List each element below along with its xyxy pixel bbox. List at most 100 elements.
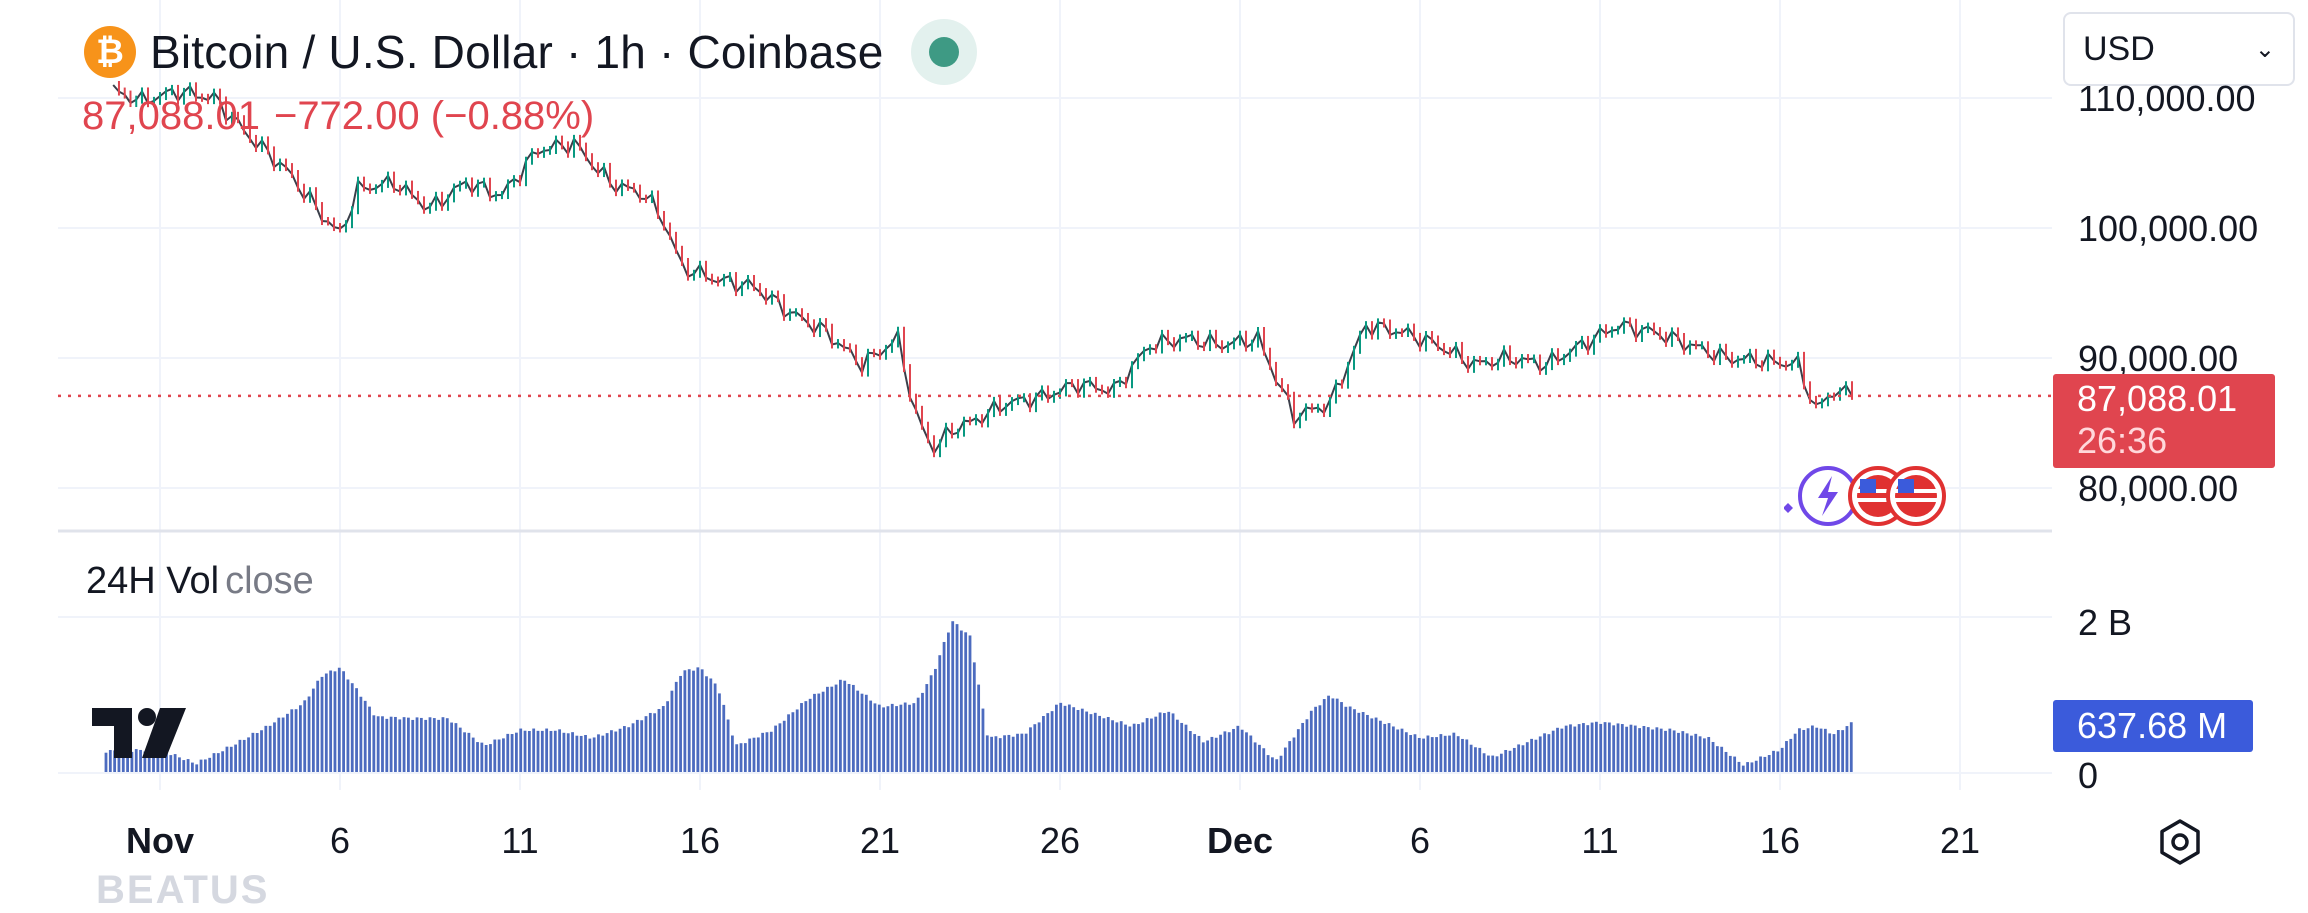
volume-bar bbox=[1595, 721, 1598, 773]
volume-bar bbox=[1353, 709, 1356, 773]
volume-bar bbox=[614, 731, 618, 773]
volume-bar bbox=[398, 719, 402, 773]
volume-bar bbox=[1180, 722, 1184, 773]
volume-bar bbox=[1599, 723, 1603, 773]
volume-bar bbox=[1672, 730, 1676, 773]
volume-bar bbox=[1020, 733, 1024, 773]
volume-bar bbox=[752, 737, 756, 773]
volume-bar bbox=[1080, 708, 1084, 773]
volume-bar bbox=[1491, 755, 1495, 773]
us-flag-event-icon[interactable] bbox=[1886, 466, 1946, 526]
volume-bar bbox=[121, 749, 125, 773]
volume-bar bbox=[826, 686, 829, 773]
volume-bar bbox=[851, 684, 855, 773]
volume-bar bbox=[1115, 722, 1119, 773]
volume-bar bbox=[1111, 720, 1114, 773]
volume-bar bbox=[169, 755, 173, 773]
volume-bar bbox=[1167, 711, 1171, 773]
volume-bar bbox=[1150, 718, 1153, 773]
volume-bar bbox=[1318, 705, 1322, 773]
volume-bar bbox=[873, 703, 877, 773]
time-axis-label: 16 bbox=[1759, 820, 1801, 861]
volume-bar bbox=[644, 716, 648, 773]
volume-bar bbox=[618, 728, 622, 773]
volume-bar bbox=[1448, 735, 1451, 773]
volume-bar bbox=[1612, 725, 1616, 773]
volume-bar bbox=[1003, 735, 1006, 773]
volume-bar bbox=[743, 743, 747, 773]
volume-bar bbox=[1547, 734, 1551, 773]
volume-bar bbox=[264, 725, 268, 773]
volume-bar bbox=[311, 688, 315, 773]
volume-bar bbox=[1132, 723, 1136, 773]
volume-bar bbox=[718, 693, 721, 773]
time-axis-label: 21 bbox=[859, 820, 901, 861]
volume-bar bbox=[1668, 728, 1672, 773]
volume-series bbox=[104, 621, 1853, 773]
volume-bar bbox=[368, 706, 371, 773]
volume-bar bbox=[1322, 699, 1326, 773]
volume-bar bbox=[476, 742, 479, 773]
volume-bar bbox=[324, 673, 328, 773]
sparkle-icon bbox=[1784, 503, 1793, 513]
volume-bar bbox=[687, 669, 691, 773]
volume-bar bbox=[1236, 725, 1240, 773]
settings-icon[interactable] bbox=[2156, 818, 2204, 866]
volume-bar bbox=[290, 709, 294, 773]
volume-bar bbox=[627, 727, 631, 773]
currency-select[interactable]: USD ⌄ bbox=[2063, 12, 2295, 86]
volume-bar bbox=[1543, 733, 1546, 773]
volume-bar bbox=[342, 671, 345, 773]
economic-events-icons[interactable] bbox=[1784, 458, 1954, 534]
volume-bar bbox=[415, 717, 419, 773]
volume-bar bbox=[1348, 706, 1352, 773]
volume-bar bbox=[1193, 734, 1197, 773]
tradingview-logo-icon[interactable] bbox=[92, 708, 186, 758]
volume-bar bbox=[519, 728, 523, 773]
time-axis-label: 26 bbox=[1039, 820, 1081, 861]
volume-bar bbox=[329, 670, 333, 773]
volume-bar bbox=[216, 753, 220, 773]
market-status-icon[interactable] bbox=[911, 19, 978, 85]
volume-bar bbox=[834, 684, 838, 773]
volume-bar bbox=[147, 748, 151, 773]
volume-bar bbox=[1098, 715, 1101, 773]
price-axis-label: 100,000.00 bbox=[2078, 208, 2259, 249]
volume-bar bbox=[549, 730, 553, 773]
volume-bar bbox=[964, 632, 968, 773]
volume-bar bbox=[1249, 735, 1253, 773]
volume-bar bbox=[1620, 724, 1624, 773]
volume-bar bbox=[471, 737, 475, 773]
volume-bar bbox=[1154, 716, 1158, 773]
volume-bar bbox=[1430, 737, 1434, 773]
symbol-legend[interactable]: ₿ Bitcoin / U.S. Dollar · 1h · Coinbase bbox=[84, 19, 978, 85]
lightning-event-icon[interactable] bbox=[1798, 466, 1858, 526]
volume-bar bbox=[394, 716, 397, 773]
volume-bar bbox=[1754, 760, 1758, 773]
volume-bar bbox=[683, 670, 687, 773]
time-axis-label: 6 bbox=[329, 820, 351, 861]
volume-bar bbox=[251, 732, 255, 773]
volume-bar bbox=[1309, 710, 1313, 773]
volume-bar bbox=[1564, 725, 1568, 773]
chevron-down-icon: ⌄ bbox=[2254, 35, 2275, 63]
volume-bar bbox=[830, 686, 834, 773]
volume-bar bbox=[942, 641, 946, 773]
price-axis-label: 110,000.00 bbox=[2078, 78, 2256, 119]
volume-bar bbox=[152, 749, 155, 773]
volume-bar bbox=[1210, 736, 1214, 773]
volume-bar bbox=[1806, 728, 1810, 773]
volume-bar bbox=[1603, 722, 1607, 773]
volume-bar bbox=[653, 713, 657, 773]
volume-bar bbox=[908, 704, 911, 773]
volume-bar bbox=[1175, 719, 1179, 773]
volume-legend[interactable]: 24H Vol close bbox=[86, 560, 314, 603]
time-axis-label: 11 bbox=[501, 820, 539, 861]
time-axis-label: 16 bbox=[679, 820, 721, 861]
volume-bar bbox=[247, 737, 250, 773]
volume-bar bbox=[1106, 716, 1110, 773]
time-axis-label: Nov bbox=[125, 820, 195, 861]
volume-bar bbox=[1266, 755, 1270, 773]
volume-bar bbox=[778, 723, 782, 773]
